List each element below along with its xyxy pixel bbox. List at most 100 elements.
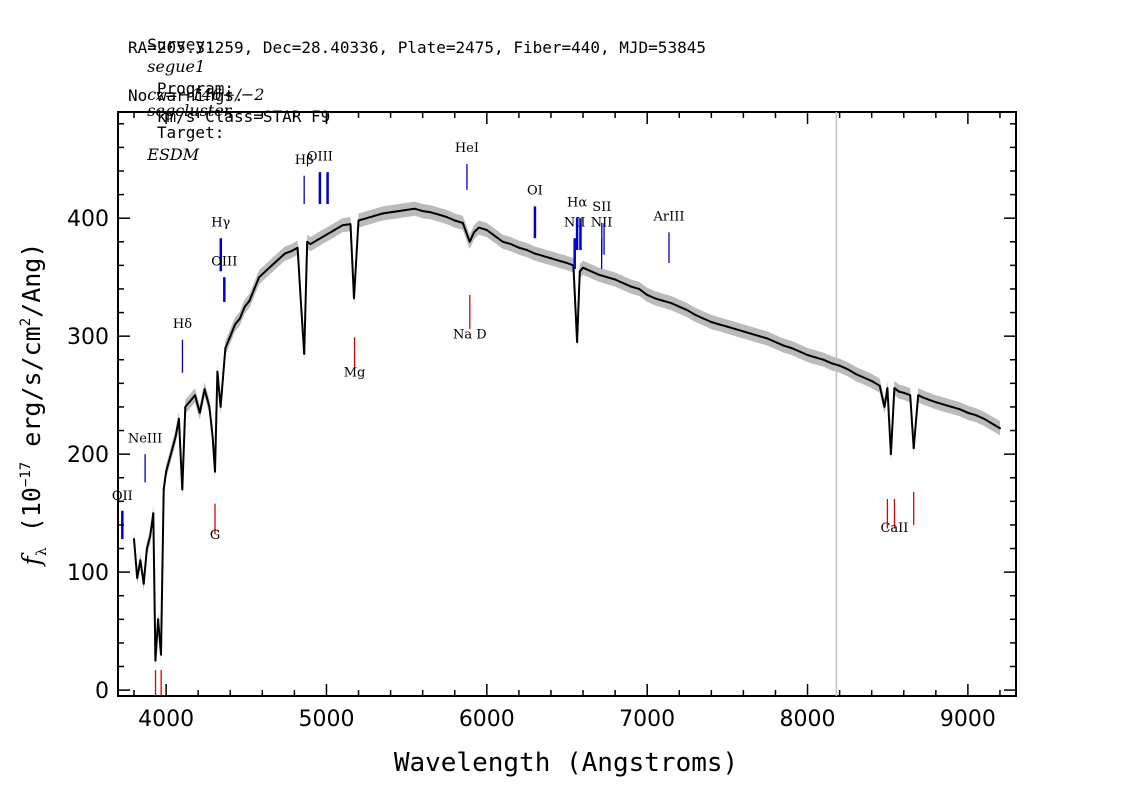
spectrum-point xyxy=(928,398,931,401)
spectrum-point xyxy=(902,391,905,394)
spectrum-segment xyxy=(353,220,360,299)
spectrum-point xyxy=(145,547,148,550)
spectrum-point xyxy=(889,453,892,456)
spectrum-point xyxy=(576,341,579,344)
spectrum-segment xyxy=(208,406,214,437)
spectrum-segment xyxy=(486,229,496,237)
spectrum-point xyxy=(184,405,187,408)
spectrum-point xyxy=(165,470,168,473)
spectrum-segment xyxy=(478,226,488,231)
spectrum-point xyxy=(694,313,697,316)
spectrum-segment xyxy=(398,208,407,213)
spectrum-segment xyxy=(446,216,456,222)
spectrum-point xyxy=(838,364,841,367)
spectrum-point xyxy=(389,211,392,214)
spectrum-point xyxy=(264,270,267,273)
spectrum-segment xyxy=(494,235,504,243)
spectrum-point xyxy=(758,335,761,338)
emission-line-label: OII xyxy=(112,489,133,504)
spectrum-segment xyxy=(502,240,512,246)
spectrum-segment xyxy=(258,270,267,278)
spectrum-point xyxy=(203,388,206,391)
spectrum-point xyxy=(258,276,261,279)
spectrum-point xyxy=(405,208,408,211)
spectrum-point xyxy=(303,352,306,355)
spectrum-segment xyxy=(839,364,849,371)
spectrum-segment xyxy=(576,271,581,343)
spectrum-point xyxy=(578,270,581,273)
spectrum-point xyxy=(253,288,256,290)
spectrum-point xyxy=(136,577,139,579)
spectrum-point xyxy=(606,276,609,279)
spectrum-segment xyxy=(284,250,292,255)
spectrum-segment xyxy=(194,394,201,414)
spectrum-point xyxy=(806,354,809,356)
emission-line-label: OIII xyxy=(211,254,237,269)
spectrum-point xyxy=(149,535,152,538)
program-label: Program: xyxy=(147,79,234,98)
spectrum-point xyxy=(493,234,496,237)
spectrum-point xyxy=(999,427,1001,430)
spectrum-point xyxy=(974,414,977,417)
spectrum-point xyxy=(590,270,593,273)
spectrum-segment xyxy=(518,246,528,251)
spectrum-segment xyxy=(406,207,415,211)
target-value: ESDM xyxy=(147,145,200,164)
spectrum-segment xyxy=(422,210,431,214)
spectrum-point xyxy=(429,211,432,214)
spectrum-segment xyxy=(670,302,680,308)
spectrum-point xyxy=(893,387,896,390)
spectrum-point xyxy=(822,358,825,361)
spectrum-point xyxy=(349,223,352,226)
spectrum-segment xyxy=(473,226,480,234)
spectrum-point xyxy=(381,212,384,215)
spectrum-point xyxy=(550,257,552,260)
y-axis-label: fλ (10−17 erg/s/cm2/Ang) xyxy=(17,243,50,568)
spectrum-segment xyxy=(162,471,168,490)
spectrum-point xyxy=(177,417,180,420)
spectrum-point xyxy=(870,380,873,382)
spectrum-point xyxy=(774,341,777,344)
spectrum-segment xyxy=(903,391,911,397)
y-tick-label: 100 xyxy=(67,561,109,586)
spectrum-segment xyxy=(414,207,423,213)
spectrum-segment xyxy=(152,513,157,661)
spectrum-segment xyxy=(922,396,930,401)
spectrum-point xyxy=(397,210,400,213)
x-tick-label: 8000 xyxy=(780,707,836,732)
y-tick-label: 200 xyxy=(67,443,109,468)
spectrum-point xyxy=(453,219,456,222)
spectrum-segment xyxy=(638,288,648,296)
spectrum-segment xyxy=(189,394,196,402)
spectrum-point xyxy=(234,323,237,326)
spectrum-segment xyxy=(775,341,784,347)
spectrum-segment xyxy=(248,288,256,302)
spectrum-point xyxy=(194,394,196,397)
spectrum-point xyxy=(814,356,817,359)
spectrum-point xyxy=(638,288,641,290)
spectrum-point xyxy=(290,250,293,253)
spectrum-segment xyxy=(430,211,439,216)
emission-line-label: SII xyxy=(592,200,611,215)
x-tick-label: 6000 xyxy=(459,707,515,732)
spectrum-point xyxy=(277,258,280,261)
spectrum-layer xyxy=(133,207,1001,662)
spectrum-segment xyxy=(349,224,355,299)
x-tick-label: 9000 xyxy=(940,707,996,732)
spectrum-point xyxy=(742,330,745,333)
spectrum-segment xyxy=(975,414,985,420)
spectrum-segment xyxy=(264,264,273,273)
spectrum-point xyxy=(208,405,211,408)
spectrum-point xyxy=(766,337,769,340)
spectrum-segment xyxy=(169,436,177,455)
spectrum-segment xyxy=(566,262,574,267)
spectrum-segment xyxy=(277,252,286,261)
emission-line-label: Hγ xyxy=(211,215,230,230)
spectrum-point xyxy=(950,405,953,408)
spectrum-point xyxy=(734,328,737,331)
spectrum-segment xyxy=(727,325,736,331)
spectrum-point xyxy=(646,293,649,296)
emission-line-label: Hβ xyxy=(295,153,314,168)
spectrum-segment xyxy=(342,223,351,227)
